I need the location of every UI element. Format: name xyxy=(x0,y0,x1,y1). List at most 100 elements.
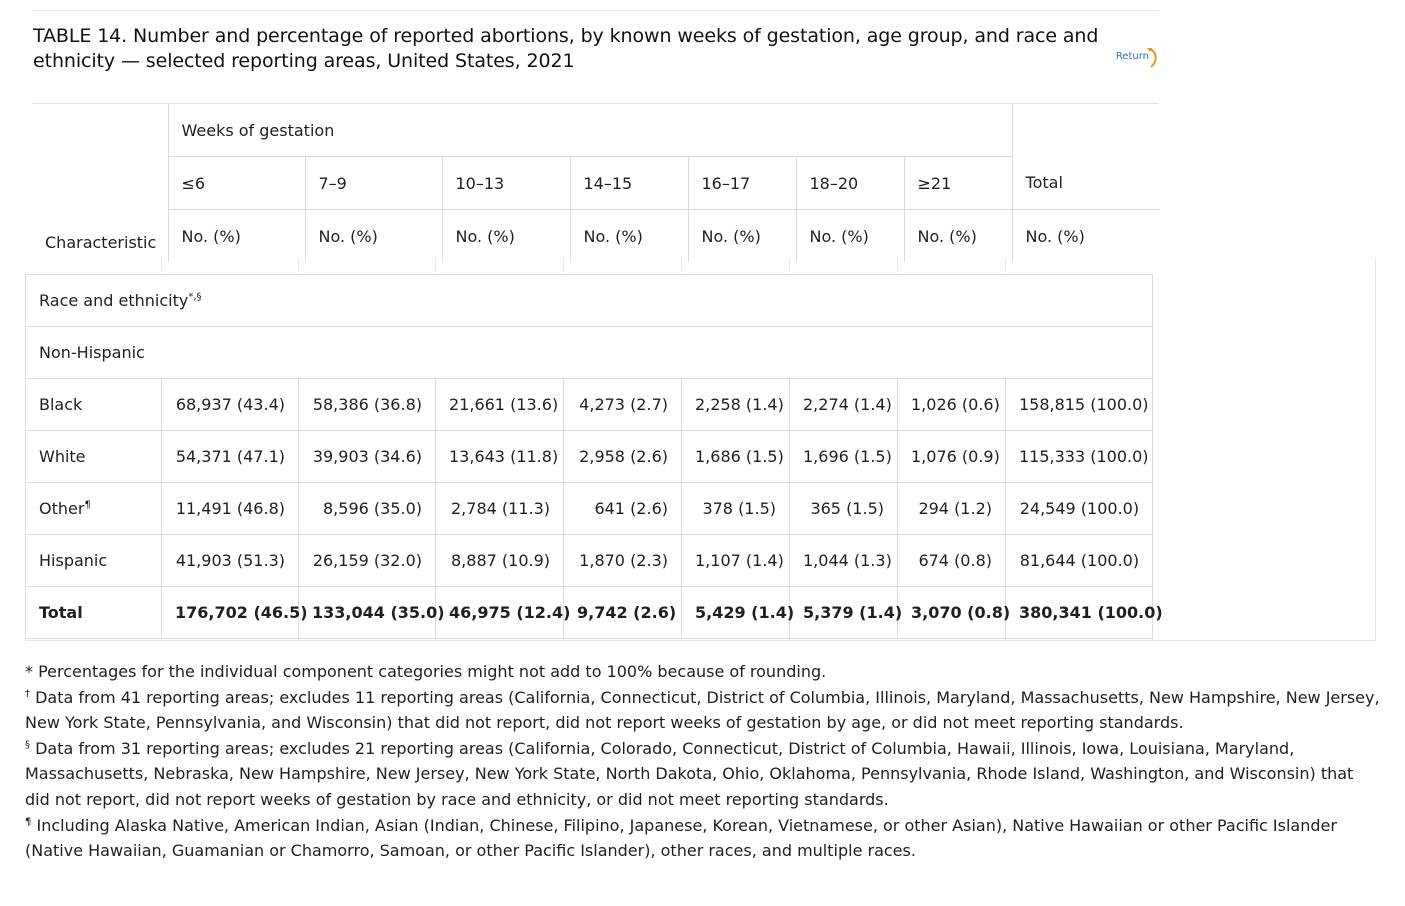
table-row: Hispanic 41,903 (51.3) 26,159 (32.0) 8,887 … xyxy=(25,534,1153,587)
table-cell: 58,386 (36.8) xyxy=(298,378,436,431)
return-link[interactable]: Return xyxy=(1115,48,1157,68)
table-cell: 1,044 (1.3) xyxy=(789,534,898,587)
row-label-cell: Other¶ xyxy=(25,482,162,535)
unit-label: No. (%) xyxy=(441,209,570,262)
characteristic-header: Characteristic xyxy=(32,104,168,262)
table-cell: 115,333 (100.0) xyxy=(1004,430,1153,483)
unit-label: No. (%) xyxy=(1011,209,1160,262)
table-cell: 46,975 (12.4) xyxy=(435,586,570,639)
column-header-ge21: ≥21 xyxy=(903,156,1013,210)
footnote: † Data from 41 reporting areas; excludes… xyxy=(25,685,1380,736)
characteristic-label: Characteristic xyxy=(45,233,157,252)
row-label: Total xyxy=(39,603,83,622)
table-cell: 2,258 (1.4) xyxy=(681,378,790,431)
table-title: TABLE 14. Number and percentage of repor… xyxy=(33,25,1099,72)
row-label: Other xyxy=(39,499,85,518)
table-cell: 8,596 (35.0) xyxy=(298,482,436,535)
table-cell: 41,903 (51.3) xyxy=(161,534,299,587)
table-cell: 1,870 (2.3) xyxy=(563,534,682,587)
table-cell: 1,076 (0.9) xyxy=(897,430,1006,483)
column-header-18-20: 18–20 xyxy=(795,156,904,210)
column-header-7-9: 7–9 xyxy=(304,156,442,210)
table-cell: 294 (1.2) xyxy=(897,482,1006,535)
column-header-10-13: 10–13 xyxy=(441,156,570,210)
table-row: Other¶ 11,491 (46.8) 8,596 (35.0) 2,784 (11… xyxy=(25,482,1153,535)
footnote-mark: † xyxy=(25,688,30,700)
table-cell: 39,903 (34.6) xyxy=(298,430,436,483)
table-cell: 54,371 (47.1) xyxy=(161,430,299,483)
table-cell: 378 (1.5) xyxy=(681,482,790,535)
table-cell: 26,159 (32.0) xyxy=(298,534,436,587)
unit-label: No. (%) xyxy=(167,209,305,262)
section-label: Race and ethnicity*,§ xyxy=(25,274,1153,327)
column-header-14-15: 14–15 xyxy=(569,156,688,210)
table-row: White 54,371 (47.1) 39,903 (34.6) 13,643 (1… xyxy=(25,430,1153,483)
footnote-mark: ¶ xyxy=(25,816,32,828)
table-cell: 9,742 (2.6) xyxy=(563,586,682,639)
table-cell: 8,887 (10.9) xyxy=(435,534,564,587)
table-cell: 1,026 (0.6) xyxy=(897,378,1006,431)
title-divider xyxy=(32,103,1159,104)
unit-label: No. (%) xyxy=(304,209,442,262)
footnote: § Data from 31 reporting areas; excludes… xyxy=(25,736,1380,813)
footnote-mark: * xyxy=(25,662,33,681)
table-row: Total 176,702 (46.5) 133,044 (35.0) 46,975 … xyxy=(25,586,1163,639)
race-ethnicity-label: Race and ethnicity xyxy=(39,291,189,310)
row-label: Hispanic xyxy=(39,551,108,570)
weeks-of-gestation-label: Weeks of gestation xyxy=(181,120,335,140)
return-arrow-icon xyxy=(1147,48,1157,68)
table-cell: 380,341 (100.0) xyxy=(1004,586,1163,639)
unit-label: No. (%) xyxy=(569,209,688,262)
table-cell: 81,644 (100.0) xyxy=(1004,534,1153,587)
table-cell: 13,643 (11.8) xyxy=(435,430,564,483)
row-label: White xyxy=(39,447,86,466)
row-label: Black xyxy=(39,395,83,414)
footnote-text: Including Alaska Native, American Indian… xyxy=(25,815,1337,861)
subsection-label: Non-Hispanic xyxy=(25,326,1153,379)
table-cell: 133,044 (35.0) xyxy=(298,586,445,639)
weeks-of-gestation-header: Weeks of gestation xyxy=(167,104,1013,157)
footnote: ¶ Including Alaska Native, American Indi… xyxy=(25,813,1380,864)
row-label-cell: Hispanic xyxy=(25,534,162,587)
row-footnote-mark: ¶ xyxy=(84,499,91,511)
unit-label: No. (%) xyxy=(795,209,904,262)
table-cell: 158,815 (100.0) xyxy=(1004,378,1153,431)
race-ethnicity-footnote-marks: *,§ xyxy=(188,291,202,303)
table-cell: 641 (2.6) xyxy=(563,482,682,535)
table-cell: 2,274 (1.4) xyxy=(789,378,898,431)
subsection-row-non-hispanic: Non-Hispanic xyxy=(25,326,1153,379)
table-cell: 4,273 (2.7) xyxy=(563,378,682,431)
column-header-total: Total xyxy=(1011,156,1160,210)
table-cell: 2,958 (2.6) xyxy=(563,430,682,483)
row-label-cell: Total xyxy=(25,586,162,639)
table-cell: 5,379 (1.4) xyxy=(789,586,902,639)
footnote: * Percentages for the individual compone… xyxy=(25,659,1380,685)
table-cell: 68,937 (43.4) xyxy=(161,378,299,431)
table-cell: 176,702 (46.5) xyxy=(161,586,308,639)
table-cell: 3,070 (0.8) xyxy=(897,586,1010,639)
table-cell: 1,696 (1.5) xyxy=(789,430,898,483)
table-cell: 1,686 (1.5) xyxy=(681,430,790,483)
footnote-text: Data from 41 reporting areas; excludes 1… xyxy=(25,687,1380,733)
table-header-block: TABLE 14. Number and percentage of repor… xyxy=(32,10,1160,262)
table-cell: 5,429 (1.4) xyxy=(681,586,794,639)
column-header-le6: ≤6 xyxy=(167,156,305,210)
unit-label: No. (%) xyxy=(687,209,796,262)
table-body-block: Race and ethnicity*,§ Non-Hispanic Black… xyxy=(25,258,1376,641)
table-cell: 365 (1.5) xyxy=(789,482,898,535)
table-cell: 1,107 (1.4) xyxy=(681,534,790,587)
return-label: Return xyxy=(1115,51,1149,62)
row-label-cell: Black xyxy=(25,378,162,431)
footnote-text: Percentages for the individual component… xyxy=(38,662,827,681)
footnotes: * Percentages for the individual compone… xyxy=(25,659,1380,864)
table-cell: 24,549 (100.0) xyxy=(1004,482,1153,535)
section-row-race-ethnicity: Race and ethnicity*,§ xyxy=(25,274,1153,327)
header-spacer xyxy=(1011,104,1160,157)
unit-label: No. (%) xyxy=(903,209,1013,262)
data-table: Race and ethnicity*,§ Non-Hispanic Black… xyxy=(25,274,1163,639)
footnote-text: Data from 31 reporting areas; excludes 2… xyxy=(25,738,1354,809)
column-separators xyxy=(25,258,1153,274)
table-cell: 674 (0.8) xyxy=(897,534,1006,587)
column-header-table: Characteristic Weeks of gestation ≤6 7–9… xyxy=(32,104,1160,262)
footnote-mark: § xyxy=(25,739,30,751)
